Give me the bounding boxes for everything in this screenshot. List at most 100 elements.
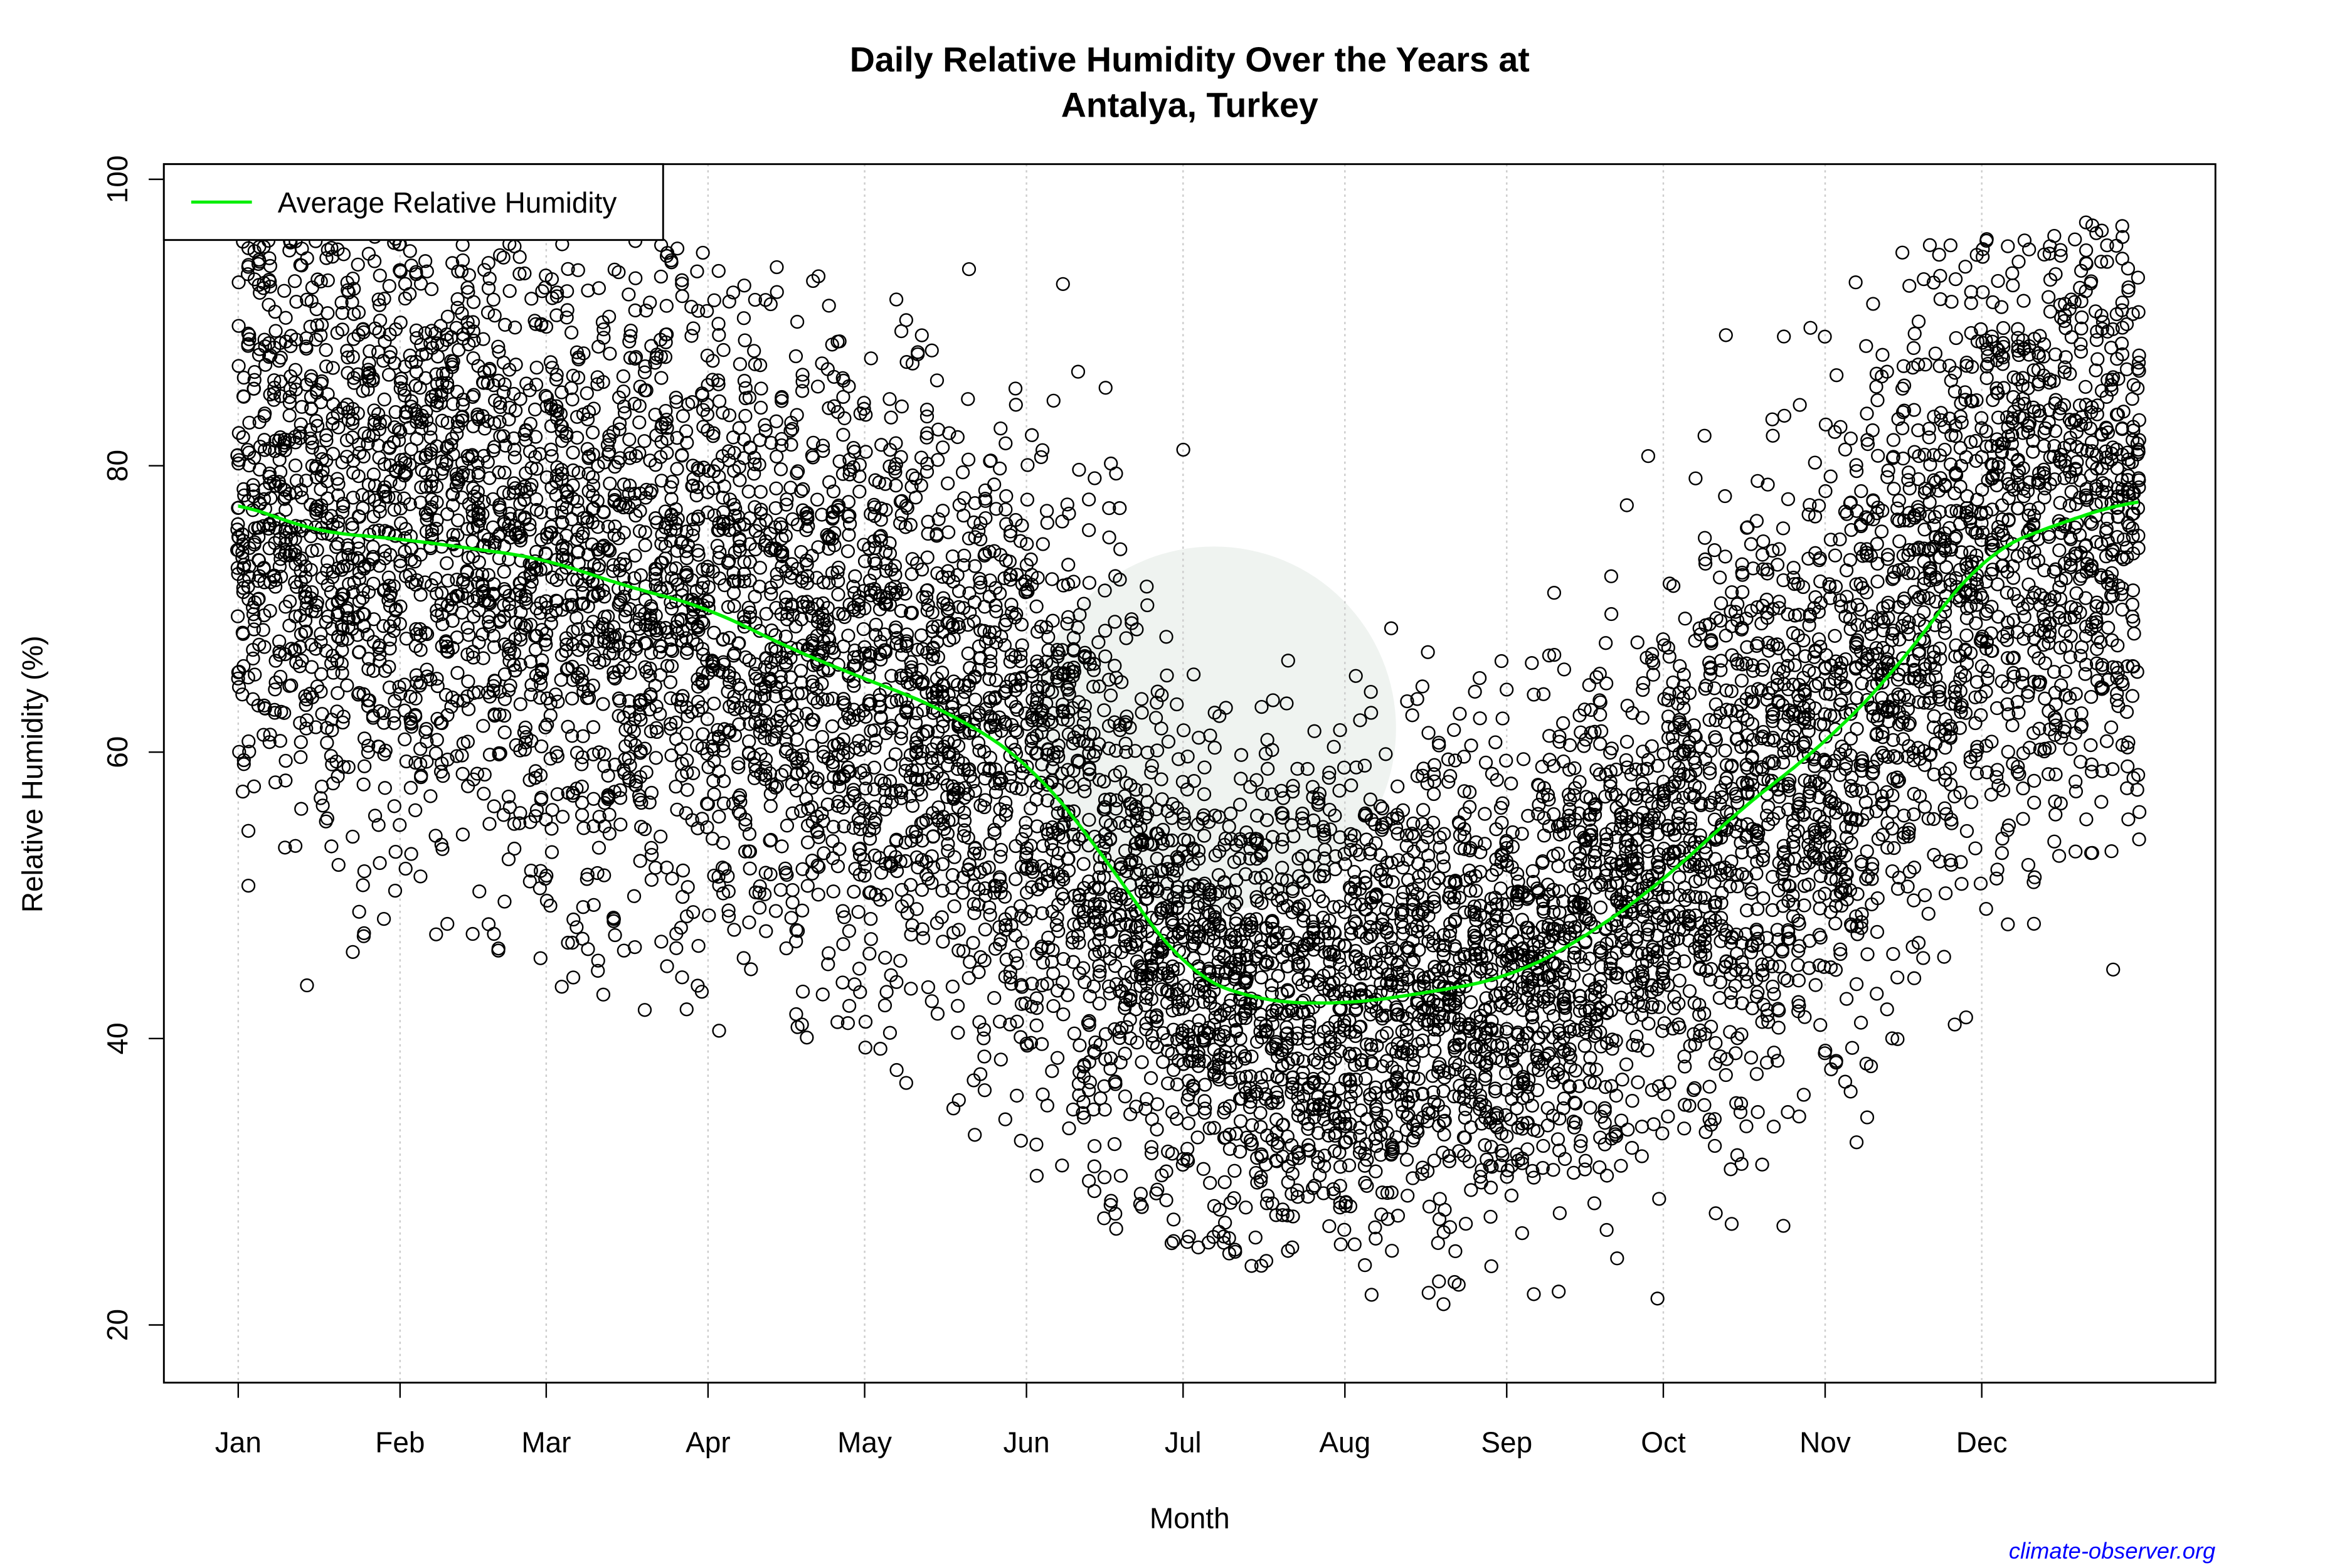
- data-point: [300, 713, 314, 728]
- data-point: [413, 277, 428, 291]
- data-point: [446, 487, 460, 502]
- data-point: [315, 526, 329, 541]
- data-point: [450, 414, 465, 428]
- data-point: [393, 687, 408, 701]
- data-point: [336, 499, 351, 514]
- data-point: [294, 802, 309, 816]
- data-point: [382, 578, 396, 593]
- data-point: [440, 752, 455, 767]
- data-point: [247, 538, 262, 552]
- data-point: [298, 625, 312, 639]
- data-point: [377, 392, 391, 407]
- data-point: [272, 634, 287, 649]
- data-point: [263, 274, 277, 289]
- data-point: [331, 420, 346, 435]
- data-point: [352, 645, 366, 660]
- data-point: [273, 336, 287, 351]
- data-point: [429, 479, 444, 494]
- data-point: [310, 318, 324, 332]
- data-point: [320, 273, 335, 288]
- data-point: [419, 413, 434, 428]
- data-point: [466, 351, 480, 366]
- data-point: [282, 594, 297, 609]
- data-point: [241, 592, 256, 607]
- data-point: [267, 569, 281, 584]
- gridlines: [237, 164, 1983, 1383]
- data-point: [251, 698, 265, 713]
- data-point: [362, 356, 376, 371]
- data-point: [314, 376, 329, 391]
- data-point: [309, 604, 323, 618]
- data-point: [356, 929, 371, 943]
- data-point: [445, 613, 460, 628]
- data-point: [292, 431, 307, 445]
- data-point: [413, 548, 428, 562]
- data-point: [351, 406, 365, 421]
- data-point: [282, 408, 297, 423]
- data-point: [331, 514, 346, 529]
- data-point: [450, 665, 465, 681]
- data-point: [335, 587, 349, 601]
- data-point: [326, 665, 341, 680]
- data-point: [430, 349, 445, 364]
- data-point: [304, 563, 318, 577]
- data-point: [420, 669, 435, 684]
- data-point: [236, 430, 250, 445]
- data-point: [263, 258, 278, 273]
- data-point: [393, 501, 408, 516]
- data-point: [247, 450, 262, 465]
- data-point: [299, 474, 314, 488]
- data-point: [430, 733, 444, 747]
- data-point: [277, 283, 292, 298]
- data-point: [462, 628, 476, 642]
- data-point: [257, 561, 271, 575]
- data-point: [305, 440, 320, 455]
- data-point: [336, 709, 351, 724]
- data-point: [403, 287, 417, 301]
- data-point: [246, 779, 262, 793]
- data-point: [440, 556, 454, 571]
- data-point: [268, 324, 283, 338]
- data-point: [393, 374, 408, 389]
- data-point: [231, 275, 246, 290]
- data-point: [398, 291, 413, 306]
- data-point: [409, 323, 423, 337]
- data-point: [460, 734, 475, 749]
- data-point: [386, 579, 401, 593]
- data-point: [268, 304, 282, 319]
- data-point: [309, 413, 324, 428]
- data-point: [288, 839, 303, 853]
- data-point: [341, 350, 355, 365]
- data-point: [449, 588, 464, 603]
- data-point: [408, 803, 423, 817]
- data-point: [433, 765, 448, 779]
- data-point: [361, 693, 375, 707]
- data-point: [295, 490, 309, 505]
- data-point: [346, 551, 360, 566]
- data-point: [324, 241, 339, 255]
- data-point: [357, 864, 372, 879]
- data-point: [253, 440, 268, 454]
- data-point: [445, 536, 460, 551]
- data-point: [295, 551, 309, 566]
- data-point: [236, 389, 251, 404]
- data-point: [287, 274, 302, 289]
- data-point: [257, 640, 272, 654]
- data-point: [236, 757, 251, 771]
- data-point: [241, 670, 255, 685]
- data-point: [450, 292, 465, 307]
- data-point: [357, 759, 372, 773]
- data-point: [445, 360, 460, 374]
- data-point: [267, 373, 282, 388]
- data-point: [404, 394, 419, 408]
- data-point: [424, 578, 439, 593]
- data-point: [435, 586, 449, 600]
- data-point: [295, 400, 309, 414]
- data-point: [320, 578, 335, 592]
- data-point: [440, 916, 455, 931]
- data-point: [377, 457, 392, 472]
- data-point: [435, 842, 450, 856]
- data-point: [230, 609, 245, 623]
- scatter-points: [230, 215, 2147, 1311]
- data-point: [320, 491, 335, 506]
